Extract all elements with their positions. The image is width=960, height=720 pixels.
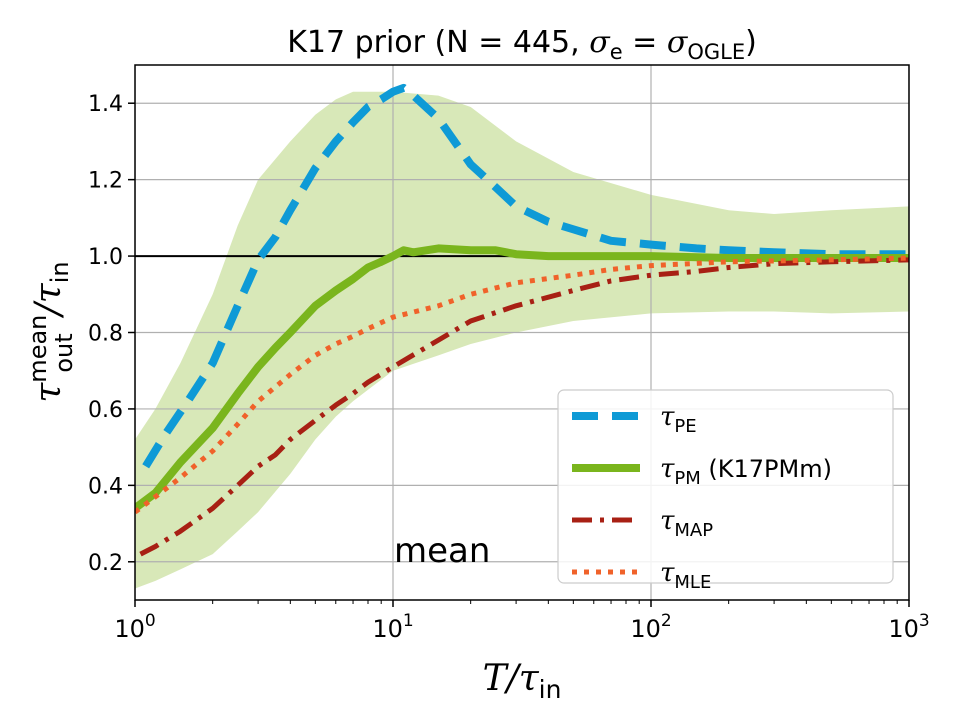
y-label-sup: mean <box>24 315 52 383</box>
title-suffix: ) <box>745 25 757 60</box>
y-tick-label: 1.0 <box>88 245 123 270</box>
x-label-sub: in <box>539 675 562 704</box>
title-sigma-ogle: σ <box>667 25 689 60</box>
title-sub-e: e <box>610 40 623 64</box>
x-tick-label: 101 <box>372 611 413 643</box>
spread-band <box>135 91 909 589</box>
x-label-main: T/τ <box>483 658 540 699</box>
y-tick-label: 0.6 <box>88 398 123 423</box>
series-line-map <box>139 257 909 557</box>
annotation-mean: mean <box>394 531 490 571</box>
x-tick-label: 100 <box>114 611 155 643</box>
series-line-mle <box>135 255 909 515</box>
legend-box <box>557 389 894 584</box>
y-tick-label: 1.4 <box>88 92 123 117</box>
title-sigma-e: σ <box>589 25 611 60</box>
y-label-slash-tau: /τ <box>28 282 69 318</box>
legend-label-mle: τMLE <box>660 558 711 593</box>
y-label-tau: τ <box>28 382 69 403</box>
series-line-pe <box>142 83 909 469</box>
series-line-pm <box>135 244 909 512</box>
y-axis-label: τmeanout/τin <box>24 261 78 402</box>
ticks: 0.2 0.4 0.6 0.8 1.0 1.2 1.4 100 101 102 103 <box>88 92 930 643</box>
y-tick-label: 0.4 <box>88 474 123 499</box>
x-tick-label: 102 <box>630 611 671 643</box>
y-tick-label: 0.2 <box>88 551 123 576</box>
title-equals: = <box>623 25 667 60</box>
legend-label-pe: τPE <box>660 402 697 437</box>
chart-title: K17 prior (N = 445, σe = σOGLE) <box>287 25 757 64</box>
x-tick-label: 103 <box>888 611 929 643</box>
series-layer <box>135 83 909 557</box>
title-prefix: K17 prior (N = 445, <box>287 25 589 60</box>
y-tick-label: 1.2 <box>88 169 123 194</box>
y-tick-label: 0.8 <box>88 322 123 347</box>
x-axis-label: T/τin <box>483 658 562 704</box>
legend: τPE τPM (K17PMm) τMAP τMLE <box>557 389 894 593</box>
y-label-sub-in: in <box>46 261 74 283</box>
title-sub-ogle: OGLE <box>687 40 745 64</box>
y-label-sub: out <box>50 333 78 372</box>
legend-label-pm: τPM (K17PMm) <box>660 454 832 489</box>
legend-label-map: τMAP <box>660 506 713 541</box>
